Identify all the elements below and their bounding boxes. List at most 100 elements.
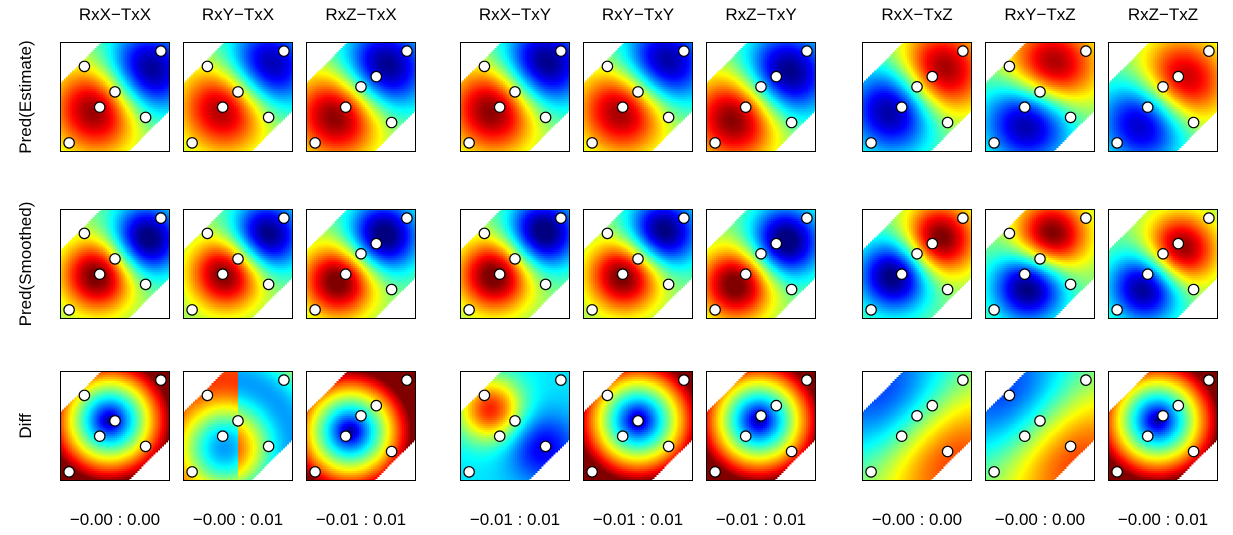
sample-point (601, 60, 614, 73)
sample-point (555, 212, 567, 224)
sample-point (616, 430, 629, 442)
heatmap-panel (60, 371, 170, 481)
sample-point (957, 212, 969, 224)
sample-point-layer (865, 45, 969, 149)
sample-point (278, 45, 290, 57)
sample-point (865, 466, 877, 478)
sample-point (770, 399, 783, 412)
sample-point (78, 60, 91, 73)
sample-point (385, 283, 398, 296)
heatmap-panel (862, 371, 972, 481)
sample-point (139, 278, 152, 291)
sample-point (1064, 440, 1077, 453)
sample-point (201, 227, 214, 240)
column-title-1: RxX−TxX (78, 5, 152, 24)
sample-point (678, 212, 690, 224)
sample-point-layer (709, 45, 813, 149)
sample-point-layer (186, 212, 290, 316)
column-title-3: RxZ−TxX (325, 5, 397, 24)
sample-point (865, 304, 877, 316)
sample-point (785, 116, 798, 129)
sample-point (493, 430, 506, 442)
sample-point (662, 278, 675, 291)
sample-point-layer (309, 212, 413, 316)
panel-border (985, 209, 1095, 319)
panel-border (1108, 371, 1218, 481)
sample-point (1203, 374, 1215, 386)
sample-point (355, 409, 367, 422)
sample-point-layer (186, 374, 290, 478)
sample-point (539, 111, 552, 124)
sample-point (988, 137, 1000, 149)
sample-point (1064, 278, 1077, 291)
sample-point (63, 137, 75, 149)
sample-point (63, 466, 75, 478)
heatmap-field (1108, 209, 1218, 319)
sample-point (586, 304, 598, 316)
panel-border (862, 42, 972, 152)
panel-border (183, 42, 293, 152)
sample-point (586, 137, 598, 149)
sample-point (957, 374, 969, 386)
sample-point (539, 278, 552, 291)
range-label-2: −0.00 : 0.01 (192, 510, 284, 529)
sample-point (1157, 247, 1169, 260)
sample-point (309, 304, 321, 316)
sample-point (911, 247, 923, 260)
sample-point (1064, 111, 1077, 124)
sample-point (278, 374, 290, 386)
sample-point (309, 137, 321, 149)
sample-point (601, 227, 614, 240)
panel-border (706, 209, 816, 319)
sample-point (1203, 45, 1215, 57)
heatmap-panel (460, 42, 570, 152)
panel-border (985, 42, 1095, 152)
panel-border (862, 209, 972, 319)
sample-point-layer (586, 45, 690, 149)
sample-point (785, 445, 798, 458)
heatmap-panel (985, 42, 1095, 152)
sample-point (262, 111, 275, 124)
sample-point-layer (988, 45, 1092, 149)
sample-point (1080, 45, 1092, 57)
sample-point-layer (1111, 374, 1215, 478)
heatmap-field (862, 209, 972, 319)
heatmap-field (306, 42, 416, 152)
sample-point (309, 466, 321, 478)
sample-point (93, 268, 106, 280)
heatmap-field (306, 209, 416, 319)
heatmap-panel (306, 209, 416, 319)
range-label-8: −0.00 : 0.00 (994, 510, 1086, 529)
sample-point (616, 268, 629, 280)
sample-point (739, 430, 752, 442)
sample-point (463, 137, 475, 149)
sample-point (926, 399, 939, 412)
sample-point (739, 101, 752, 113)
sample-point (755, 80, 767, 93)
heatmap-field (706, 371, 816, 481)
heatmap-panel (862, 42, 972, 152)
sample-point-layer (1111, 212, 1215, 316)
sample-point (1003, 60, 1016, 73)
sample-point (339, 430, 352, 442)
sample-point (216, 268, 229, 280)
sample-point (232, 253, 244, 265)
sample-point (355, 247, 367, 260)
range-label-5: −0.01 : 0.01 (592, 510, 684, 529)
column-title-7: RxX−TxZ (881, 5, 953, 24)
sample-point (957, 45, 969, 57)
sample-point-layer (865, 212, 969, 316)
sample-point (1018, 101, 1031, 113)
sample-point (911, 80, 923, 93)
sample-point (478, 60, 491, 73)
heatmap-panel (706, 371, 816, 481)
sample-point (509, 415, 521, 427)
heatmap-panel (985, 209, 1095, 319)
panel-border (1108, 42, 1218, 152)
heatmap-panel (706, 42, 816, 152)
sample-point (988, 466, 1000, 478)
heatmap-panel (706, 209, 816, 319)
sample-point (509, 86, 521, 98)
sample-point (1187, 283, 1200, 296)
sample-point-layer (586, 212, 690, 316)
